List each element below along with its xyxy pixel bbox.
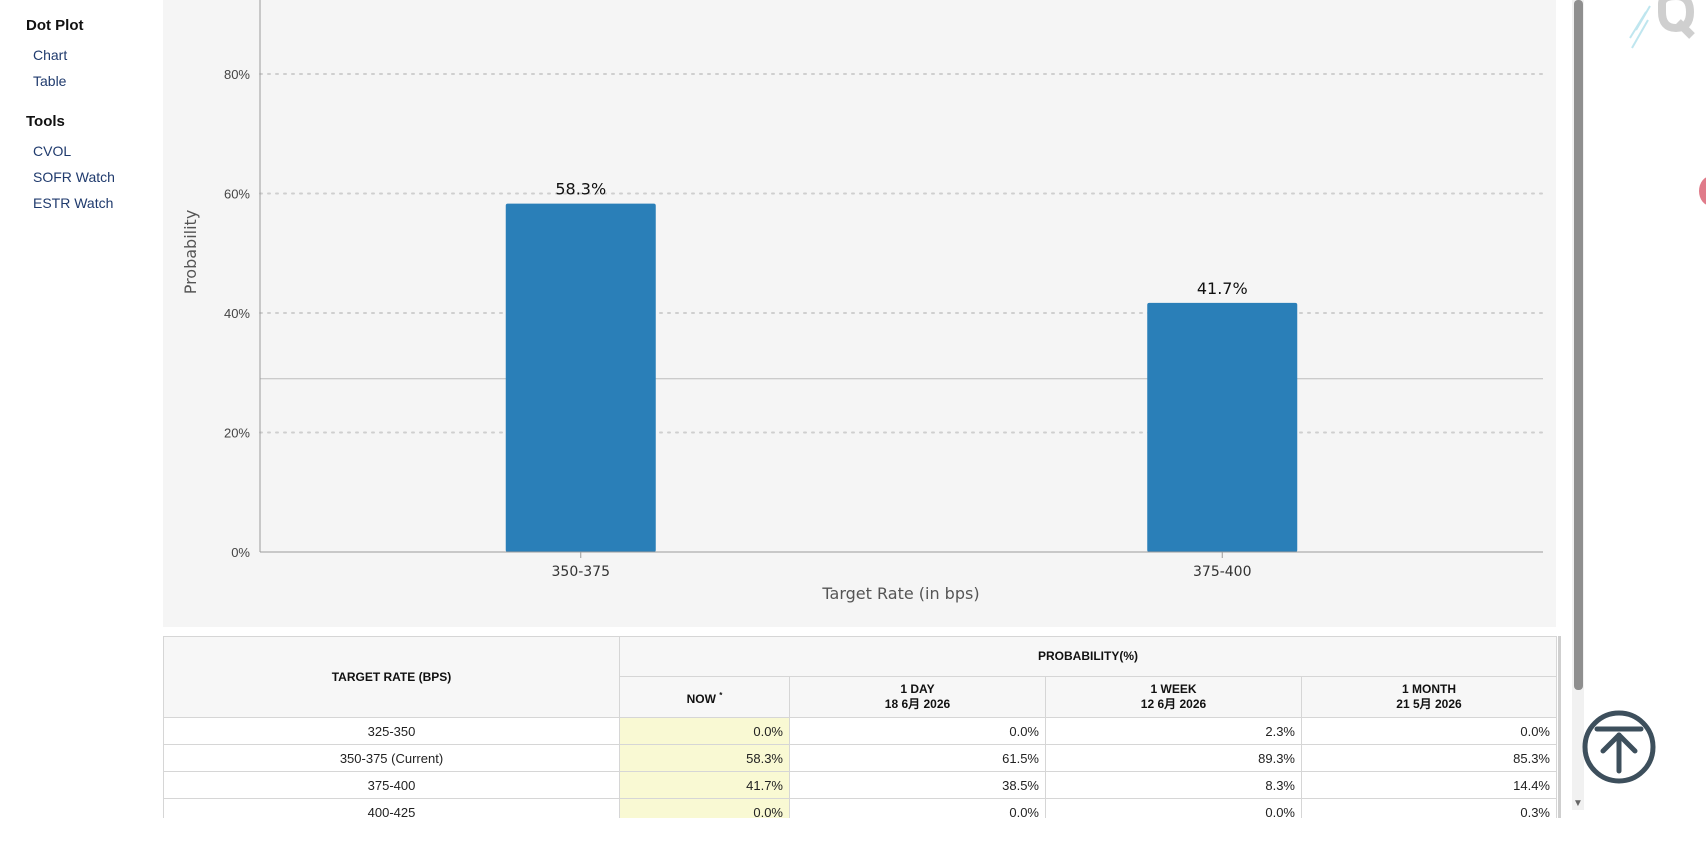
table-row: 325-350 0.0% 0.0% 2.3% 0.0%	[163, 717, 1557, 745]
now-cell: 0.0%	[619, 798, 790, 818]
1-month-cell: 85.3%	[1301, 744, 1557, 772]
header-now: NOW *	[619, 676, 790, 718]
back-to-top-button[interactable]	[1581, 709, 1657, 785]
scroll-down-arrow-icon[interactable]: ▼	[1573, 798, 1583, 809]
sidebar-item-estr-watch[interactable]: ESTR Watch	[33, 195, 114, 211]
now-cell: 58.3%	[619, 744, 790, 772]
1-month-cell: 14.4%	[1301, 771, 1557, 799]
data-label: 58.3%	[555, 180, 606, 199]
header-1-month-label: 1 MONTH	[1402, 682, 1456, 696]
y-tick-label: 80%	[224, 67, 250, 82]
1-day-cell: 38.5%	[789, 771, 1046, 799]
bar-350-375[interactable]	[505, 203, 656, 552]
y-tick-label: 40%	[224, 306, 250, 321]
header-1-week-label: 1 WEEK	[1150, 682, 1197, 696]
bar-375-400[interactable]	[1147, 302, 1298, 552]
header-1-day-label: 1 DAY	[900, 682, 935, 696]
sidebar-heading-tools: Tools	[26, 113, 65, 130]
1-month-cell: 0.3%	[1301, 798, 1557, 818]
sidebar-item-cvol[interactable]: CVOL	[33, 143, 72, 159]
probability-bar-chart: 0%20%40%60%80% 58.3%350-37541.7%375-400 …	[181, 0, 1544, 603]
header-1-day-date: 18 6月 2026	[884, 697, 951, 711]
grid-layer: 0% 20% 40% 60% 80%	[224, 67, 1544, 560]
sidebar-heading-dot-plot: Dot Plot	[26, 17, 84, 34]
rate-cell: 400-425	[163, 798, 620, 818]
1-day-cell: 0.0%	[789, 798, 1046, 818]
header-probability-group: PROBABILITY(%)	[619, 636, 1557, 677]
x-axis-label: Target Rate (in bps)	[821, 584, 979, 603]
data-label: 41.7%	[1197, 279, 1248, 298]
header-1-day: 1 DAY 18 6月 2026	[789, 676, 1046, 718]
y-tick-label: 20%	[224, 426, 250, 441]
quikstrike-logo-icon	[1629, 0, 1695, 49]
probability-table-container: TARGET RATE (BPS) PROBABILITY(%) NOW * 1…	[163, 636, 1561, 818]
side-widget-dot[interactable]	[1699, 176, 1706, 206]
y-axis-label: Probability	[181, 210, 200, 295]
header-target-rate: TARGET RATE (BPS)	[163, 636, 620, 718]
probability-table: TARGET RATE (BPS) PROBABILITY(%) NOW * 1…	[163, 636, 1557, 818]
header-now-label: NOW	[686, 691, 716, 706]
chart-panel: 0% 20% 40% 60% 80% 58.3% 350-375 41.7% 375-400 …	[163, 0, 1695, 627]
1-day-cell: 61.5%	[789, 744, 1046, 772]
1-month-cell: 0.0%	[1301, 717, 1557, 745]
header-1-week-date: 12 6月 2026	[1140, 697, 1207, 711]
1-week-cell: 8.3%	[1045, 771, 1302, 799]
table-row: 350-375 (Current) 58.3% 61.5% 89.3% 85.3…	[163, 744, 1557, 772]
now-cell: 41.7%	[619, 771, 790, 799]
header-now-marker: *	[719, 690, 723, 700]
header-1-month-date: 21 5月 2026	[1396, 697, 1462, 711]
1-week-cell: 89.3%	[1045, 744, 1302, 772]
header-1-month: 1 MONTH 21 5月 2026	[1301, 676, 1557, 718]
x-tick-label: 350-375	[552, 564, 611, 580]
page-scrollbar-thumb[interactable]	[1574, 0, 1583, 690]
sidebar-item-table[interactable]: Table	[33, 73, 67, 89]
rate-cell: 350-375 (Current)	[163, 744, 620, 772]
1-week-cell: 0.0%	[1045, 798, 1302, 818]
sidebar: Dot Plot Chart Table Tools CVOL SOFR Wat…	[0, 0, 163, 850]
1-day-cell: 0.0%	[789, 717, 1046, 745]
sidebar-item-sofr-watch[interactable]: SOFR Watch	[33, 169, 115, 185]
rate-cell: 325-350	[163, 717, 620, 745]
1-week-cell: 2.3%	[1045, 717, 1302, 745]
now-cell: 0.0%	[619, 717, 790, 745]
header-1-week: 1 WEEK 12 6月 2026	[1045, 676, 1302, 718]
bar-layer: 58.3% 350-375 41.7% 375-400	[505, 180, 1298, 580]
x-tick-label: 375-400	[1193, 564, 1252, 580]
table-row: 400-425 0.0% 0.0% 0.0% 0.3%	[163, 798, 1557, 818]
y-tick-label: 60%	[224, 187, 250, 202]
table-row: 375-400 41.7% 38.5% 8.3% 14.4%	[163, 771, 1557, 799]
y-tick-label: 0%	[231, 545, 250, 560]
sidebar-item-chart[interactable]: Chart	[33, 47, 68, 63]
arrow-up-circle-icon	[1582, 710, 1656, 784]
rate-cell: 375-400	[163, 771, 620, 799]
